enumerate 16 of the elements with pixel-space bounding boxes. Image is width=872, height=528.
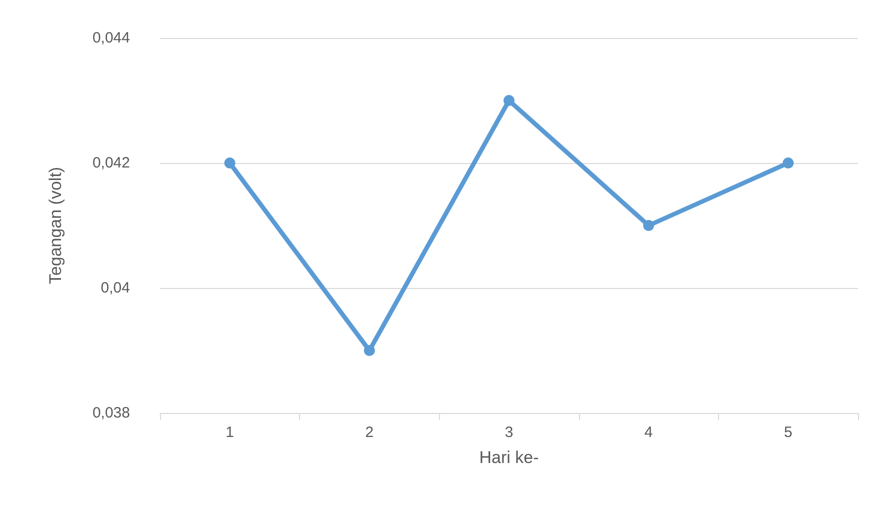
x-tick-label: 5	[784, 424, 792, 441]
point	[643, 220, 654, 231]
point	[364, 345, 375, 356]
x-tick-label: 2	[365, 424, 374, 441]
y-tick-label: 0,044	[92, 30, 130, 46]
point	[224, 158, 236, 168]
y-axis-title: Tegangan (volt)	[46, 166, 65, 284]
point	[504, 95, 514, 106]
point	[782, 158, 794, 168]
y-tick-label: 0,04	[100, 280, 130, 296]
x-tick-label: 3	[504, 424, 514, 441]
x-tick-label: 1	[226, 424, 234, 441]
y-tick-label: 0,042	[92, 154, 130, 172]
x-tick-label: 4	[644, 424, 653, 441]
x-axis-title: Hari ke-	[479, 448, 539, 467]
y-tick-label: 0,038	[92, 404, 130, 422]
